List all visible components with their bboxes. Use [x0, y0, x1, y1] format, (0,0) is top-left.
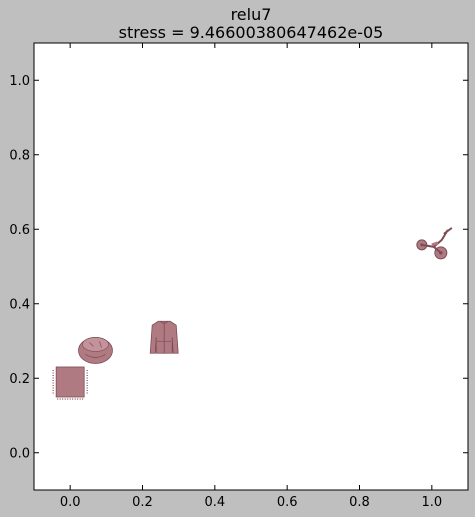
x-tick-label-0: 0.0: [60, 495, 81, 510]
x-tick-label-5: 1.0: [421, 495, 442, 510]
y-tick-label-5: 1.0: [9, 74, 30, 89]
axis-ticks: [34, 43, 468, 490]
jacket-thumbnail: [149, 320, 179, 354]
y-tick-label-3: 0.6: [9, 223, 30, 238]
x-tick-label-4: 0.8: [349, 495, 370, 510]
y-tick-label-1: 0.2: [9, 372, 30, 387]
y-tick-label-4: 0.8: [9, 148, 30, 163]
plot-area: [33, 42, 469, 491]
y-tick-label-0: 0.0: [9, 446, 30, 461]
cushion-thumbnail: [52, 366, 88, 400]
y-tick-label-2: 0.4: [9, 297, 30, 312]
chart-subtitle: stress = 9.46600380647462e-05: [119, 23, 384, 42]
x-tick-label-3: 0.6: [277, 495, 298, 510]
beanbag-thumbnail: [78, 337, 113, 364]
scatter-marks: [52, 227, 453, 400]
chart-title: relu7: [231, 5, 272, 24]
tricycle-thumbnail: [416, 227, 453, 260]
x-tick-label-1: 0.2: [132, 495, 153, 510]
x-tick-label-2: 0.4: [204, 495, 225, 510]
axis-tick-labels: 0.0 0.2 0.4 0.6 0.8 1.0 0.0 0.2 0.4 0.6 0.8 1.0: [9, 74, 442, 510]
